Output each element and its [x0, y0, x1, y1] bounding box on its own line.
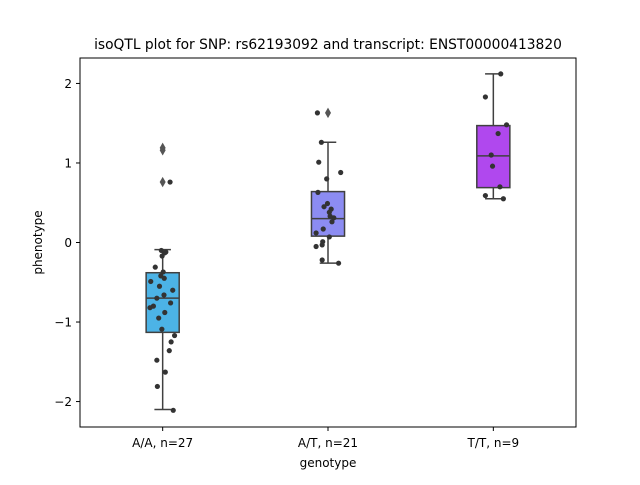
- data-point: [147, 305, 153, 311]
- y-axis-ticks: −2 −1 0 1 2: [54, 77, 80, 409]
- data-point: [497, 184, 503, 190]
- data-point: [161, 275, 167, 281]
- data-point: [318, 139, 324, 145]
- data-point: [154, 383, 160, 390]
- data-point: [489, 163, 496, 169]
- data-point: [314, 110, 321, 116]
- genotype-group: [476, 71, 511, 202]
- x-tick-label: A/T, n=21: [298, 436, 358, 450]
- data-point: [315, 189, 321, 195]
- y-tick-label: 2: [64, 77, 72, 91]
- data-point: [162, 369, 168, 375]
- genotype-group: [145, 142, 180, 413]
- y-tick-label: −2: [54, 395, 72, 409]
- y-tick-label: 0: [64, 236, 72, 250]
- data-point: [156, 283, 163, 289]
- data-point: [338, 169, 344, 176]
- data-point: [329, 219, 335, 225]
- data-point: [335, 260, 342, 266]
- chart-title: isoQTL plot for SNP: rs62193092 and tran…: [94, 37, 562, 53]
- data-point: [154, 295, 160, 301]
- y-axis-label: phenotype: [31, 210, 45, 274]
- data-point: [168, 339, 174, 345]
- data-point: [313, 230, 319, 236]
- data-point: [319, 257, 325, 263]
- data-point: [328, 206, 334, 212]
- data-point: [321, 204, 327, 210]
- x-axis-ticks: A/A, n=27 A/T, n=21 T/T, n=9: [132, 427, 519, 450]
- data-point: [166, 348, 172, 354]
- data-point: [154, 357, 160, 363]
- data-point: [324, 200, 331, 207]
- data-point: [327, 213, 333, 219]
- data-point: [482, 94, 488, 100]
- data-point: [160, 269, 166, 275]
- plot-area: [145, 71, 511, 413]
- data-point: [152, 264, 158, 270]
- data-point: [500, 196, 506, 202]
- data-point: [159, 326, 165, 332]
- y-tick-label: −1: [54, 316, 72, 330]
- data-point: [316, 159, 322, 165]
- outlier-marker: [159, 176, 166, 188]
- data-point: [171, 332, 178, 339]
- x-axis-label: genotype: [300, 456, 357, 470]
- data-point: [503, 122, 510, 128]
- data-point: [167, 179, 173, 185]
- data-point: [162, 309, 168, 316]
- outlier-marker: [159, 145, 166, 156]
- data-point: [482, 192, 488, 199]
- data-point: [324, 176, 330, 182]
- data-point: [498, 71, 504, 77]
- data-point: [168, 300, 174, 306]
- x-tick-label: T/T, n=9: [467, 436, 520, 450]
- data-point: [320, 226, 326, 232]
- x-tick-label: A/A, n=27: [132, 436, 193, 450]
- data-point: [488, 152, 494, 158]
- data-point: [495, 130, 501, 137]
- data-point: [159, 253, 165, 259]
- data-point: [170, 287, 176, 293]
- data-point: [156, 315, 162, 321]
- data-point: [326, 234, 332, 240]
- data-point: [163, 249, 169, 255]
- data-point: [161, 292, 167, 298]
- iqr-box: [476, 124, 511, 189]
- data-point: [148, 278, 154, 285]
- data-point: [313, 243, 319, 250]
- data-point: [170, 407, 176, 413]
- y-tick-label: 1: [64, 156, 72, 170]
- outlier-marker: [325, 107, 331, 119]
- genotype-group: [310, 107, 346, 266]
- data-point: [319, 242, 325, 248]
